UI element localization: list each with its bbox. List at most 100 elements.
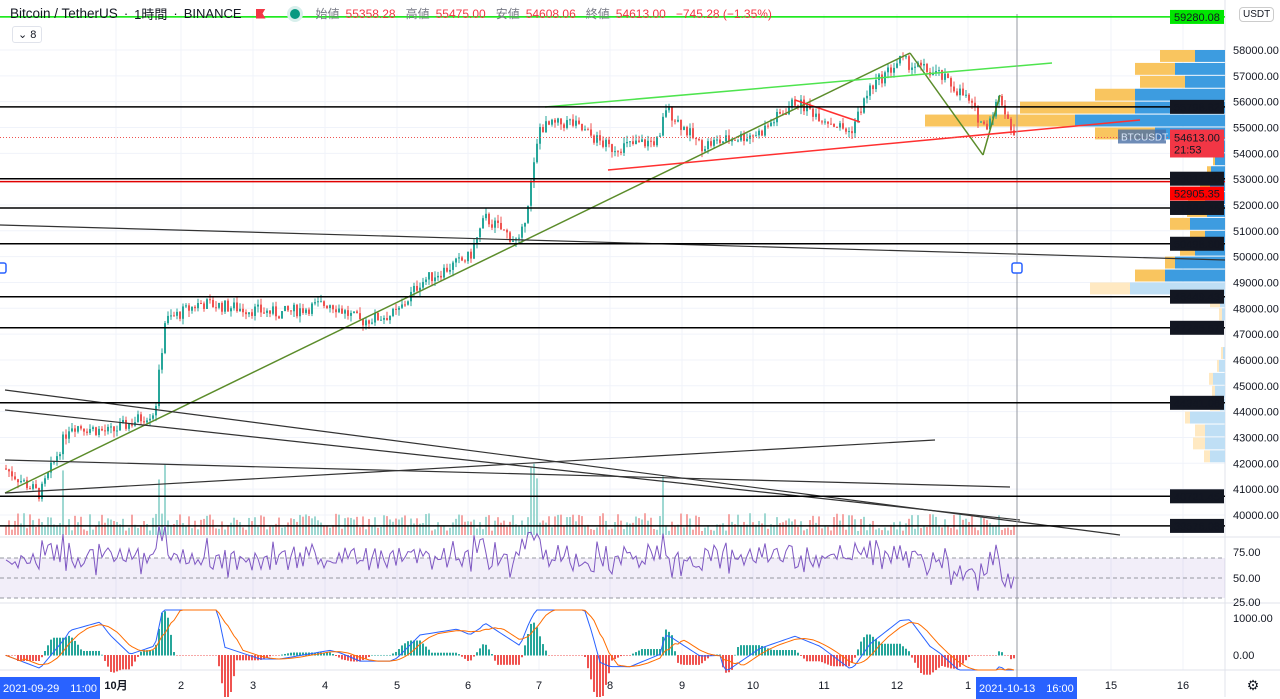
level-label: [1170, 200, 1224, 215]
candle-body: [587, 129, 589, 131]
volume-profile-bar-down: [1130, 282, 1225, 295]
macd-histogram-bar: [293, 652, 295, 656]
candle-body: [470, 251, 472, 259]
macd-histogram-bar: [827, 655, 829, 665]
macd-histogram-bar: [704, 655, 706, 661]
time-tick: 9: [679, 680, 685, 692]
volume-bar: [326, 526, 328, 535]
macd-histogram-bar: [1013, 655, 1015, 659]
volume-bar: [104, 522, 106, 535]
macd-histogram-bar: [209, 655, 211, 656]
macd-histogram-bar: [581, 655, 583, 656]
macd-histogram-bar: [110, 655, 112, 672]
volume-bar: [830, 530, 832, 535]
macd-histogram-bar: [971, 655, 973, 656]
candle-body: [974, 102, 976, 107]
macd-histogram-bar: [320, 652, 322, 656]
interval[interactable]: 1時間: [134, 7, 168, 22]
macd-histogram-bar: [467, 655, 469, 661]
macd-histogram-bar: [530, 623, 532, 656]
volume-bar: [953, 514, 955, 535]
candle-body: [491, 224, 493, 228]
volume-profile-bar-up: [1020, 101, 1135, 114]
volume-bar: [239, 522, 241, 535]
volume-bar: [722, 523, 724, 535]
volume-profile-bar-up: [1160, 50, 1195, 62]
macd-histogram-bar: [74, 640, 76, 656]
macd-histogram-bar: [125, 655, 127, 670]
macd-histogram-bar: [578, 655, 580, 656]
volume-bar: [89, 514, 91, 535]
volume-bar: [107, 518, 109, 535]
macd-histogram-bar: [911, 655, 913, 658]
volume-bar: [179, 514, 181, 535]
macd-histogram-bar: [650, 649, 652, 656]
candle-body: [371, 322, 373, 324]
candle-body: [566, 120, 568, 128]
candle-body: [464, 260, 466, 262]
volume-bar: [677, 524, 679, 535]
volume-bar: [524, 526, 526, 535]
candle-body: [866, 95, 868, 99]
volume-bar: [665, 525, 667, 535]
volume-bar: [794, 519, 796, 535]
macd-histogram-bar: [785, 650, 787, 656]
candle-body: [668, 106, 670, 111]
candle-body: [704, 149, 706, 152]
volume-bar: [623, 529, 625, 535]
indicators-collapse-button[interactable]: ⌄ 8: [12, 26, 43, 43]
chart-legend: Bitcoin / TetherUS · 1時間 · BINANCE 始値 55358…: [10, 6, 772, 22]
candle-body: [8, 469, 10, 472]
candle-body: [623, 143, 625, 153]
candle-body: [287, 305, 289, 311]
macd-histogram-bar: [617, 655, 619, 658]
candle-body: [230, 308, 232, 312]
volume-profile-bar-up: [1195, 424, 1205, 437]
candle-body: [344, 310, 346, 314]
candle-body: [179, 311, 181, 319]
volume-bar: [530, 467, 532, 535]
candle-body: [404, 304, 406, 306]
symbol-title[interactable]: Bitcoin / TetherUS: [10, 6, 118, 21]
macd-histogram-bar: [665, 629, 667, 656]
macd-histogram-bar: [803, 655, 805, 659]
volume-bar: [77, 522, 79, 535]
volume-bar: [71, 530, 73, 535]
flag-icon[interactable]: [255, 8, 266, 19]
volume-bar: [605, 520, 607, 535]
candle-body: [722, 141, 724, 143]
volume-bar: [197, 529, 199, 535]
volume-bar: [617, 514, 619, 535]
volume-bar: [341, 528, 343, 535]
macd-histogram-bar: [668, 631, 670, 656]
candle-body: [323, 301, 325, 306]
volume-bar: [323, 526, 325, 535]
candle-body: [5, 468, 7, 470]
symbol-label: [1118, 129, 1166, 144]
volume-bar: [800, 521, 802, 535]
macd-histogram-bar: [782, 650, 784, 656]
rsi-line: [5, 525, 1015, 591]
volume-profile-bar-down: [1190, 411, 1225, 424]
volume-bar: [710, 529, 712, 535]
macd-histogram-bar: [845, 655, 847, 667]
volume-bar: [191, 528, 193, 535]
macd-histogram-bar: [329, 652, 331, 656]
candle-body: [638, 140, 640, 142]
settings-gear-icon[interactable]: ⚙: [1247, 677, 1260, 693]
volume-profile-bar-up: [925, 114, 1075, 127]
currency-button[interactable]: USDT: [1239, 7, 1275, 22]
macd-tick: 0.00: [1233, 650, 1254, 662]
macd-histogram-bar: [350, 655, 352, 662]
candle-body: [524, 222, 526, 227]
candle-body: [659, 135, 661, 137]
level-label: [1170, 320, 1224, 335]
candle-body: [128, 423, 130, 429]
volume-bar: [782, 522, 784, 535]
macd-histogram-bar: [776, 650, 778, 656]
macd-histogram-bar: [248, 655, 250, 661]
candle-body: [692, 128, 694, 139]
candle-body: [299, 308, 301, 317]
macd-histogram-bar: [836, 655, 838, 667]
